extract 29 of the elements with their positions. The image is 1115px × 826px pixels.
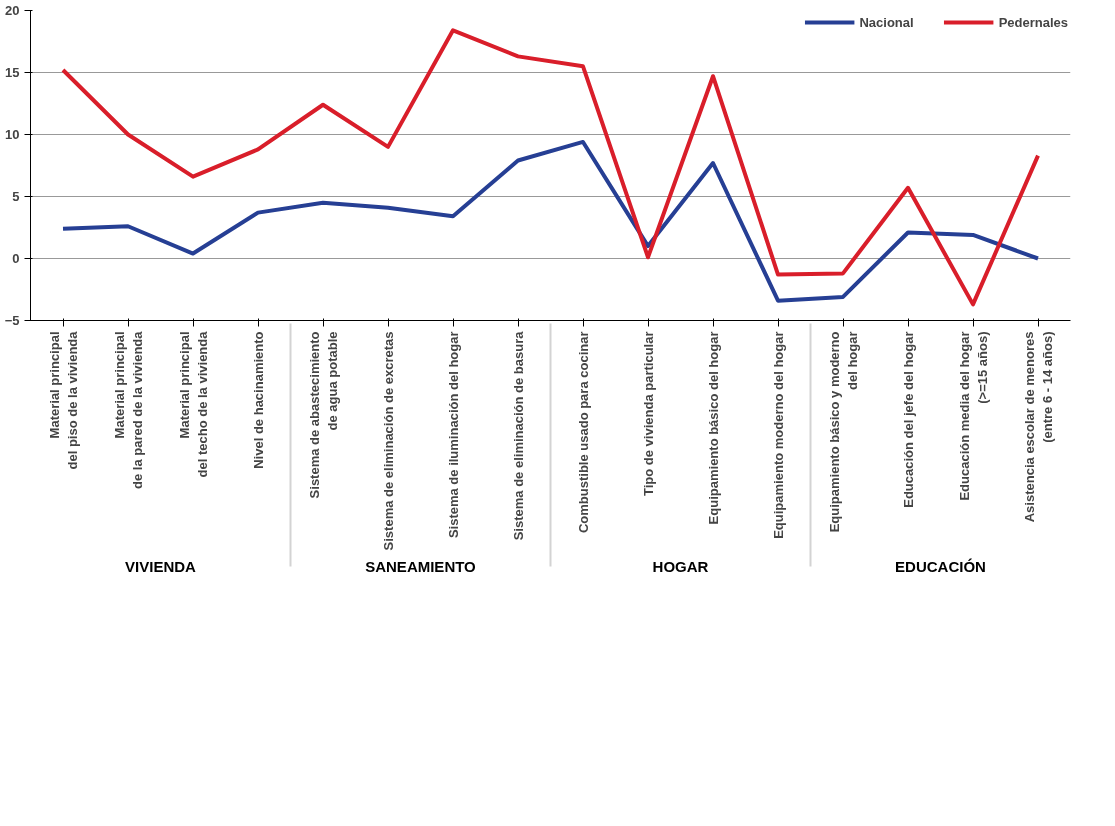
x-tick-label: Sistema de eliminación de basura — [510, 330, 526, 541]
x-tick-label: Equipamiento moderno del hogar — [770, 331, 786, 539]
x-tick-label: Sistema de eliminación de excretas — [380, 331, 396, 551]
x-tick-label: Equipamiento básico del hogar — [705, 331, 721, 525]
y-tick-label: 20 — [5, 3, 20, 18]
legend-label: Nacional — [859, 14, 914, 30]
x-tick-label: Combustible usado para cocinar — [575, 331, 591, 534]
x-tick-label: Sistema de abastecimiento de agua potable — [306, 331, 340, 499]
x-tick-label: Asistencia escolar de menores (entre 6 - 14 años) — [1021, 331, 1055, 523]
y-tick-label: 0 — [12, 251, 20, 266]
x-tick-label: Material principal de la pared de la vivienda — [111, 330, 145, 490]
x-tick-label: Nivel de hacinamiento — [250, 331, 266, 469]
x-tick-label: Sistema de iluminación del hogar — [445, 331, 461, 539]
text: VIVIENDA — [125, 558, 197, 576]
y-tick-label: 10 — [5, 127, 20, 142]
line-series — [61, 28, 1040, 307]
text: SANEAMIENTO — [365, 558, 477, 576]
y-tick-label: 5 — [12, 189, 20, 204]
legend-label: Pedernales — [998, 14, 1068, 30]
text: HOGAR — [652, 558, 709, 576]
x-tick-label: Educación media del hogar (>=15 años) — [956, 331, 990, 501]
line-series — [61, 139, 1040, 303]
x-tick-label: Educación del jefe del hogar — [900, 331, 916, 508]
y-tick-label: 15 — [5, 65, 20, 80]
text: EDUCACIÓN — [895, 558, 986, 576]
x-tick-label: Equipamiento básico y moderno del hogar — [826, 331, 860, 533]
y-tick-label: −5 — [4, 313, 20, 328]
x-tick-label: Tipo de vivienda particular — [640, 331, 656, 496]
x-tick-label: Material principal del piso de la vivienda — [46, 330, 80, 470]
